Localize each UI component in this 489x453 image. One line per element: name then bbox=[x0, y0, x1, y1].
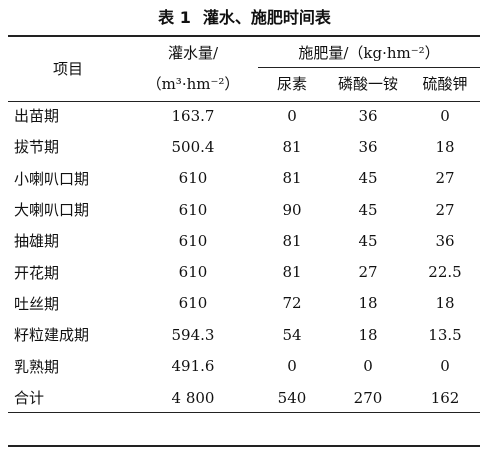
total-top-rule bbox=[8, 412, 480, 413]
row-water: 594.3 bbox=[171, 325, 215, 344]
header-item: 项目 bbox=[52, 60, 83, 78]
row-urea: 0 bbox=[287, 357, 297, 376]
row-water: 610 bbox=[178, 263, 208, 282]
bottom-rule bbox=[8, 445, 480, 447]
total-label: 合计 bbox=[14, 389, 45, 408]
header-map: 磷酸一铵 bbox=[337, 75, 398, 93]
table-row: 抽雄期 610 81 45 36 bbox=[8, 225, 480, 256]
row-urea: 0 bbox=[287, 106, 297, 125]
table-row: 小喇叭口期 610 81 45 27 bbox=[8, 163, 480, 194]
row-map: 27 bbox=[358, 263, 378, 282]
table-row: 乳熟期 491.6 0 0 0 bbox=[8, 350, 480, 381]
total-row: 合计 4 800 540 270 162 bbox=[8, 382, 480, 414]
header-bottom-rule bbox=[8, 101, 480, 102]
table-row: 出苗期 163.7 0 36 0 bbox=[8, 100, 480, 131]
row-sop: 0 bbox=[440, 357, 450, 376]
row-map: 45 bbox=[358, 231, 378, 250]
header-irrigation-unit: （m³·hm⁻²） bbox=[146, 75, 240, 93]
row-map: 36 bbox=[358, 137, 378, 156]
row-map: 18 bbox=[358, 325, 378, 344]
row-urea: 54 bbox=[282, 325, 302, 344]
table-row: 籽粒建成期 594.3 54 18 13.5 bbox=[8, 319, 480, 350]
row-water: 163.7 bbox=[171, 106, 215, 125]
row-urea: 81 bbox=[282, 137, 302, 156]
fertilizer-group-rule bbox=[258, 67, 480, 68]
row-sop: 18 bbox=[435, 137, 455, 156]
table-row: 拔节期 500.4 81 36 18 bbox=[8, 131, 480, 162]
row-stage: 开花期 bbox=[14, 263, 60, 282]
row-sop: 18 bbox=[435, 294, 455, 313]
table-row: 吐丝期 610 72 18 18 bbox=[8, 288, 480, 319]
row-water: 610 bbox=[178, 169, 208, 188]
total-water: 4 800 bbox=[171, 388, 215, 407]
row-urea: 90 bbox=[282, 200, 302, 219]
row-urea: 81 bbox=[282, 169, 302, 188]
row-water: 610 bbox=[178, 200, 208, 219]
row-stage: 籽粒建成期 bbox=[14, 326, 90, 345]
row-water: 500.4 bbox=[171, 137, 215, 156]
row-water: 491.6 bbox=[171, 357, 215, 376]
row-water: 610 bbox=[178, 294, 208, 313]
row-map: 45 bbox=[358, 200, 378, 219]
table-number: 表 1 bbox=[158, 8, 191, 27]
table-caption: 灌水、施肥时间表 bbox=[202, 8, 331, 27]
row-stage: 拔节期 bbox=[14, 138, 60, 157]
row-sop: 22.5 bbox=[428, 263, 462, 282]
row-map: 45 bbox=[358, 169, 378, 188]
header-fertilizer-label: 施肥量/（kg·hm⁻²） bbox=[298, 43, 440, 62]
header-urea: 尿素 bbox=[276, 75, 307, 93]
row-map: 18 bbox=[358, 294, 378, 313]
row-urea: 81 bbox=[282, 231, 302, 250]
row-map: 0 bbox=[363, 357, 373, 376]
row-sop: 0 bbox=[440, 106, 450, 125]
row-stage: 大喇叭口期 bbox=[14, 201, 90, 220]
header-irrigation-label: 灌水量/ bbox=[167, 43, 219, 62]
row-water: 610 bbox=[178, 231, 208, 250]
row-sop: 27 bbox=[435, 169, 455, 188]
header-sop: 硫酸钾 bbox=[422, 75, 468, 93]
row-stage: 小喇叭口期 bbox=[14, 169, 90, 188]
table-row: 开花期 610 81 27 22.5 bbox=[8, 256, 480, 287]
total-urea: 540 bbox=[277, 388, 307, 407]
row-stage: 抽雄期 bbox=[14, 232, 60, 251]
top-rule bbox=[8, 35, 480, 37]
table-row: 大喇叭口期 610 90 45 27 bbox=[8, 194, 480, 225]
row-stage: 乳熟期 bbox=[14, 357, 60, 376]
row-stage: 吐丝期 bbox=[14, 294, 60, 313]
table-title: 表 1 灌水、施肥时间表 bbox=[0, 4, 489, 28]
row-urea: 81 bbox=[282, 263, 302, 282]
row-sop: 36 bbox=[435, 231, 455, 250]
row-urea: 72 bbox=[282, 294, 302, 313]
row-stage: 出苗期 bbox=[14, 107, 60, 126]
row-map: 36 bbox=[358, 106, 378, 125]
total-map: 270 bbox=[353, 388, 383, 407]
total-sop: 162 bbox=[430, 388, 460, 407]
row-sop: 13.5 bbox=[428, 325, 462, 344]
irrigation-fertilization-table: 项目 灌水量/ 施肥量/（kg·hm⁻²） （m³·hm⁻²） 尿素 磷酸一铵 … bbox=[8, 37, 480, 414]
row-sop: 27 bbox=[435, 200, 455, 219]
